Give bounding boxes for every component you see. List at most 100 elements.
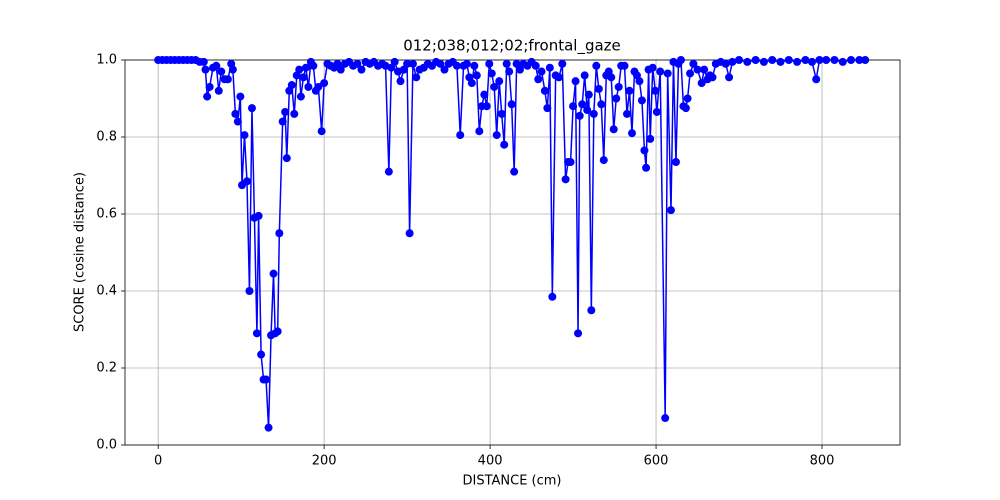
data-point — [252, 329, 261, 338]
data-point — [676, 56, 685, 64]
data-point — [808, 57, 817, 66]
data-point — [247, 104, 256, 113]
data-point — [661, 414, 670, 423]
data-point — [203, 92, 212, 101]
data-point — [242, 177, 251, 186]
data-point — [390, 57, 399, 66]
x-tick-label: 400 — [478, 454, 503, 469]
y-tick-label: 0.4 — [96, 284, 117, 299]
data-point — [492, 131, 501, 140]
data-point — [480, 90, 489, 99]
data-point — [574, 329, 583, 338]
data-point — [554, 73, 563, 82]
data-point — [671, 158, 680, 167]
data-point — [652, 107, 661, 116]
data-point — [561, 175, 570, 184]
data-point — [275, 229, 284, 238]
data-point — [640, 146, 649, 155]
data-point — [575, 111, 584, 120]
data-point — [627, 129, 636, 138]
data-point — [614, 82, 623, 91]
x-tick-label: 800 — [810, 454, 835, 469]
data-point — [475, 127, 484, 136]
data-point — [540, 86, 549, 95]
data-point — [793, 57, 802, 66]
data-point — [408, 59, 417, 68]
data-point — [812, 75, 821, 84]
data-point — [245, 287, 254, 295]
data-point — [287, 81, 296, 90]
data-point — [599, 156, 608, 165]
data-point — [801, 56, 810, 64]
data-point — [212, 61, 221, 70]
data-point — [456, 131, 465, 140]
data-point — [505, 67, 514, 76]
data-point — [531, 61, 540, 70]
data-point — [646, 134, 655, 143]
data-point — [467, 79, 476, 88]
data-point — [236, 92, 245, 101]
data-point — [784, 56, 793, 64]
data-point — [295, 65, 304, 74]
data-point — [693, 65, 702, 74]
data-point — [815, 56, 824, 64]
data-point — [436, 59, 445, 68]
data-point — [201, 65, 210, 74]
data-point — [485, 59, 494, 68]
data-point — [314, 82, 323, 91]
data-point — [472, 71, 481, 80]
data-point — [217, 67, 226, 76]
data-point — [497, 109, 506, 118]
data-point — [612, 94, 621, 103]
data-point — [357, 65, 366, 74]
data-point — [384, 167, 393, 176]
data-point — [507, 100, 516, 109]
data-point — [487, 69, 496, 78]
data-point — [543, 104, 552, 113]
data-point — [625, 86, 634, 95]
data-point — [534, 75, 543, 84]
data-point — [262, 375, 271, 384]
data-point — [721, 59, 730, 68]
data-point — [735, 56, 744, 64]
data-point — [855, 56, 864, 64]
data-point — [822, 56, 831, 64]
data-point — [462, 59, 471, 68]
plot-frame — [124, 59, 901, 446]
data-point — [743, 57, 752, 66]
data-point — [697, 79, 706, 88]
data-point — [847, 56, 856, 64]
data-point — [663, 69, 672, 78]
y-tick-label: 0.6 — [96, 207, 117, 222]
data-point — [656, 67, 665, 76]
data-point — [637, 96, 646, 105]
data-point — [537, 67, 546, 76]
data-point — [558, 59, 567, 68]
data-point — [651, 86, 660, 95]
x-axis-label: DISTANCE (cm) — [462, 474, 561, 489]
data-point — [309, 61, 318, 70]
data-point — [571, 77, 580, 86]
data-point — [396, 77, 405, 86]
data-point — [666, 206, 675, 215]
data-point — [830, 56, 839, 64]
data-point — [301, 63, 310, 72]
data-point — [214, 86, 223, 95]
data-point — [620, 61, 629, 70]
data-point — [278, 117, 287, 126]
data-point — [623, 109, 632, 118]
data-point — [231, 109, 240, 118]
data-point — [609, 125, 618, 134]
data-point — [296, 92, 305, 101]
data-point — [708, 73, 717, 82]
x-tick-label: 0 — [154, 454, 162, 469]
data-point — [700, 65, 709, 74]
data-point — [282, 154, 291, 163]
data-point — [648, 63, 657, 72]
data-point — [569, 102, 578, 111]
data-point — [728, 57, 737, 66]
data-point — [281, 107, 290, 116]
